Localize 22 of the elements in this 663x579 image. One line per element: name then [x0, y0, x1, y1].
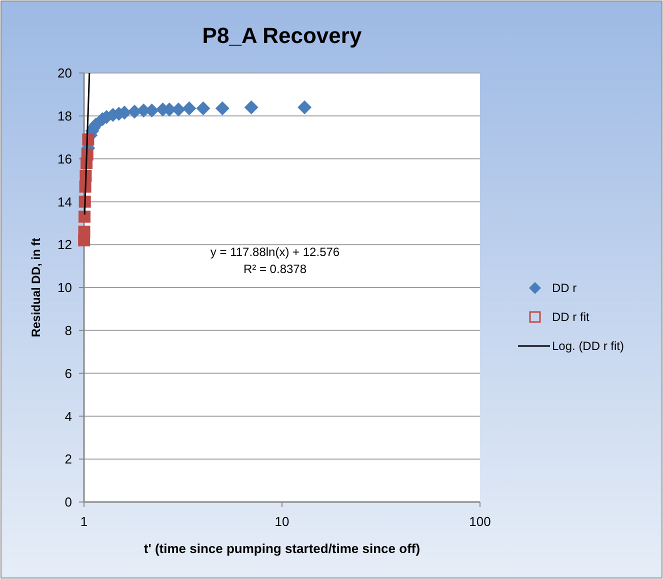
legend-label: DD r fit — [552, 310, 590, 324]
legend-label: Log. (DD r fit) — [552, 339, 624, 354]
x-axis-title: t' (time since pumping started/time since off) — [144, 541, 420, 556]
y-tick-label: 10 — [58, 280, 72, 296]
y-tick-label: 20 — [58, 66, 72, 81]
y-tick-label: 14 — [58, 194, 72, 210]
legend-label: DD r — [552, 281, 577, 296]
y-axis-title: Residual DD, in ft — [29, 238, 43, 338]
y-tick-label: 18 — [58, 108, 72, 124]
y-tick-label: 8 — [64, 322, 72, 338]
y-tick-label: 2 — [64, 452, 72, 467]
y-tick-label: 12 — [58, 237, 72, 252]
annotation: R² = 0.8378 — [243, 262, 307, 276]
chart-title: P8_A Recovery — [202, 23, 362, 48]
y-tick-label: 16 — [58, 151, 72, 166]
x-tick-label: 1 — [80, 514, 88, 529]
x-tick-label: 10 — [274, 514, 290, 529]
x-tick-label: 100 — [469, 514, 491, 529]
y-tick-label: 0 — [64, 494, 72, 510]
y-tick-label: 4 — [64, 408, 72, 424]
annotation: y = 117.88ln(x) + 12.576 — [210, 245, 340, 259]
y-tick-label: 6 — [64, 366, 72, 381]
